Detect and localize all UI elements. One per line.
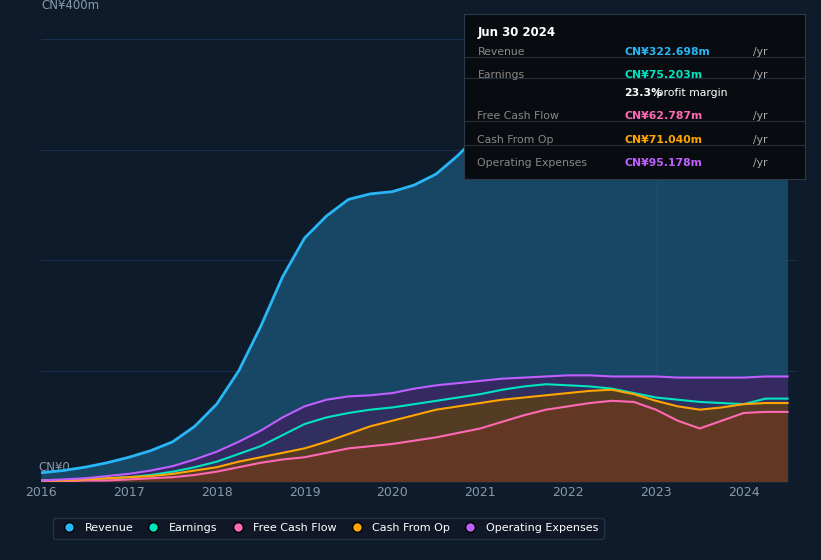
Text: CN¥0: CN¥0 <box>39 461 71 474</box>
Text: Revenue: Revenue <box>478 47 525 57</box>
Text: /yr: /yr <box>754 134 768 144</box>
Text: Operating Expenses: Operating Expenses <box>478 158 588 168</box>
Text: Jun 30 2024: Jun 30 2024 <box>478 26 556 39</box>
Text: CN¥71.040m: CN¥71.040m <box>624 134 702 144</box>
Text: CN¥75.203m: CN¥75.203m <box>624 70 702 80</box>
Text: Earnings: Earnings <box>478 70 525 80</box>
Legend: Revenue, Earnings, Free Cash Flow, Cash From Op, Operating Expenses: Revenue, Earnings, Free Cash Flow, Cash … <box>53 517 603 539</box>
Text: 23.3%: 23.3% <box>624 88 662 99</box>
Text: profit margin: profit margin <box>653 88 727 99</box>
Text: CN¥62.787m: CN¥62.787m <box>624 111 702 122</box>
Text: Free Cash Flow: Free Cash Flow <box>478 111 559 122</box>
Text: CN¥322.698m: CN¥322.698m <box>624 47 709 57</box>
Text: /yr: /yr <box>754 70 768 80</box>
Text: /yr: /yr <box>754 158 768 168</box>
Text: CN¥400m: CN¥400m <box>41 0 99 12</box>
Text: /yr: /yr <box>754 47 768 57</box>
Text: Cash From Op: Cash From Op <box>478 134 554 144</box>
Text: CN¥95.178m: CN¥95.178m <box>624 158 702 168</box>
Text: /yr: /yr <box>754 111 768 122</box>
